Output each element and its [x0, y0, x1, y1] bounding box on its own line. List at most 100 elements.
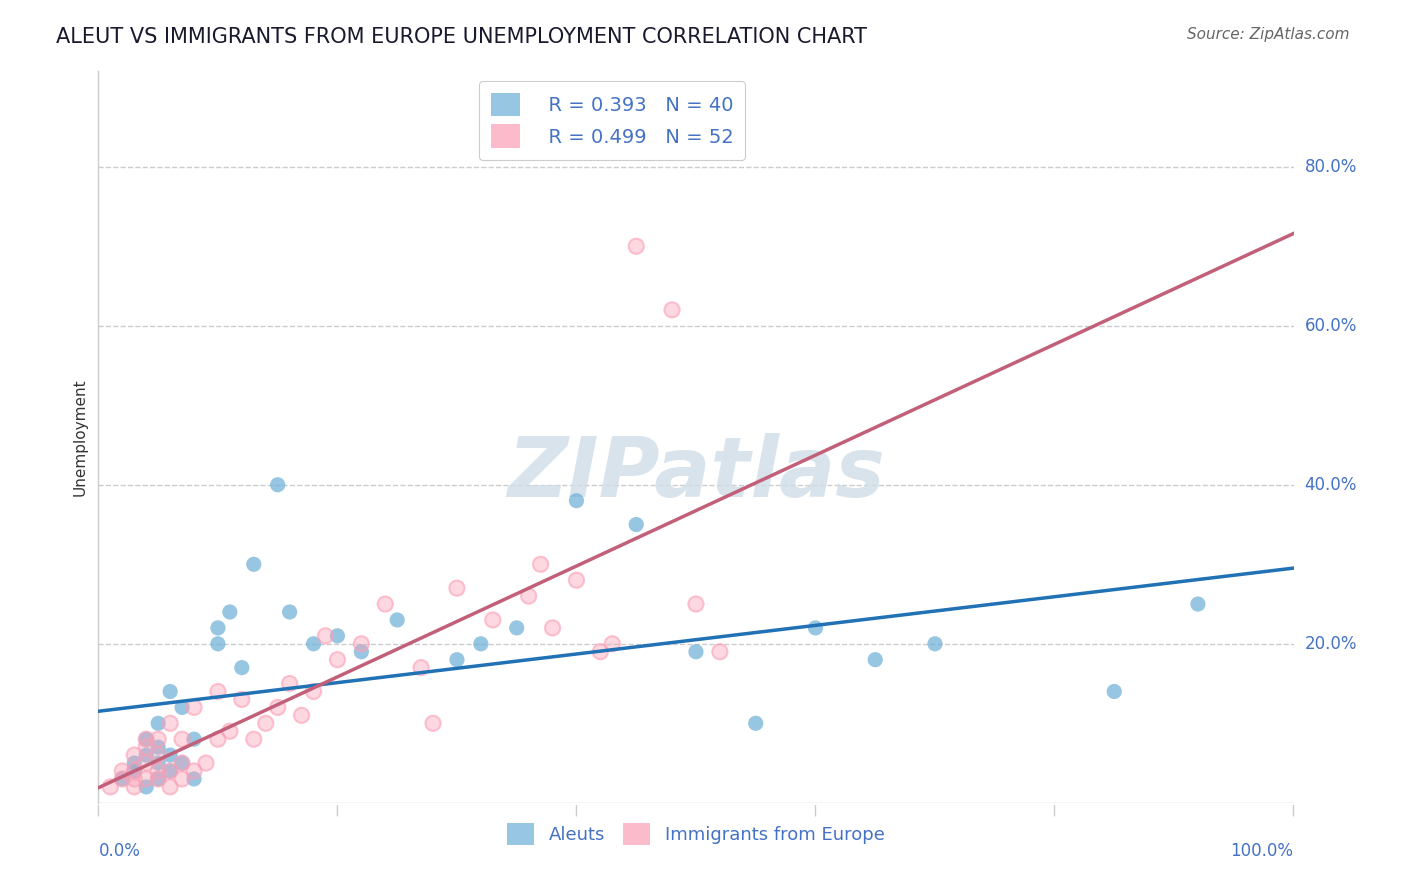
- Point: [315, 629, 337, 643]
- Point: [124, 756, 146, 770]
- Point: [804, 621, 827, 635]
- Point: [219, 605, 242, 619]
- Point: [159, 748, 181, 763]
- Point: [326, 629, 349, 643]
- Point: [291, 708, 314, 723]
- Point: [254, 716, 277, 731]
- Point: [135, 756, 157, 770]
- Point: [267, 700, 290, 714]
- Point: [148, 716, 170, 731]
- Point: [231, 660, 253, 674]
- Point: [124, 748, 146, 763]
- Point: [124, 748, 146, 763]
- Point: [172, 756, 194, 770]
- Point: [159, 780, 181, 794]
- Point: [98, 780, 122, 794]
- Point: [350, 637, 373, 651]
- Point: [159, 780, 181, 794]
- Text: 80.0%: 80.0%: [1305, 158, 1357, 176]
- Point: [278, 605, 301, 619]
- Point: [148, 732, 170, 747]
- Point: [446, 581, 468, 595]
- Point: [135, 772, 157, 786]
- Point: [207, 684, 229, 698]
- Point: [315, 629, 337, 643]
- Point: [135, 772, 157, 786]
- Point: [517, 589, 540, 603]
- Point: [148, 772, 170, 786]
- Point: [602, 637, 624, 651]
- Point: [565, 493, 588, 508]
- Text: 100.0%: 100.0%: [1230, 842, 1294, 860]
- Point: [385, 613, 409, 627]
- Point: [148, 772, 170, 786]
- Point: [183, 772, 205, 786]
- Point: [924, 637, 946, 651]
- Point: [148, 732, 170, 747]
- Text: 0.0%: 0.0%: [98, 842, 141, 860]
- Point: [291, 708, 314, 723]
- Point: [159, 764, 181, 778]
- Point: [124, 764, 146, 778]
- Point: [541, 621, 564, 635]
- Point: [111, 772, 134, 786]
- Point: [589, 645, 612, 659]
- Point: [183, 700, 205, 714]
- Legend:   R = 0.393   N = 40,   R = 0.499   N = 52: R = 0.393 N = 40, R = 0.499 N = 52: [479, 81, 745, 160]
- Point: [481, 613, 505, 627]
- Point: [148, 772, 170, 786]
- Point: [135, 756, 157, 770]
- Point: [661, 302, 683, 317]
- Point: [207, 684, 229, 698]
- Text: 20.0%: 20.0%: [1305, 635, 1357, 653]
- Point: [685, 645, 707, 659]
- Point: [124, 764, 146, 778]
- Text: 60.0%: 60.0%: [1305, 317, 1357, 334]
- Point: [172, 772, 194, 786]
- Point: [219, 724, 242, 739]
- Point: [326, 653, 349, 667]
- Point: [506, 621, 529, 635]
- Point: [98, 780, 122, 794]
- Point: [865, 653, 887, 667]
- Point: [124, 780, 146, 794]
- Point: [411, 660, 433, 674]
- Point: [207, 637, 229, 651]
- Point: [159, 716, 181, 731]
- Point: [565, 573, 588, 587]
- Point: [565, 573, 588, 587]
- Point: [243, 732, 266, 747]
- Point: [422, 716, 444, 731]
- Point: [207, 732, 229, 747]
- Point: [661, 302, 683, 317]
- Point: [148, 756, 170, 770]
- Point: [685, 597, 707, 611]
- Point: [172, 732, 194, 747]
- Point: [195, 756, 218, 770]
- Point: [446, 581, 468, 595]
- Point: [183, 764, 205, 778]
- Point: [124, 764, 146, 778]
- Point: [422, 716, 444, 731]
- Point: [626, 517, 648, 532]
- Point: [111, 764, 134, 778]
- Point: [135, 732, 157, 747]
- Point: [541, 621, 564, 635]
- Point: [111, 764, 134, 778]
- Point: [111, 772, 134, 786]
- Point: [135, 748, 157, 763]
- Point: [183, 764, 205, 778]
- Point: [124, 772, 146, 786]
- Point: [745, 716, 768, 731]
- Point: [530, 558, 553, 572]
- Point: [709, 645, 731, 659]
- Point: [135, 732, 157, 747]
- Point: [709, 645, 731, 659]
- Point: [135, 740, 157, 755]
- Text: ALEUT VS IMMIGRANTS FROM EUROPE UNEMPLOYMENT CORRELATION CHART: ALEUT VS IMMIGRANTS FROM EUROPE UNEMPLOY…: [56, 27, 868, 46]
- Text: Source: ZipAtlas.com: Source: ZipAtlas.com: [1187, 27, 1350, 42]
- Point: [159, 764, 181, 778]
- Point: [243, 558, 266, 572]
- Point: [111, 772, 134, 786]
- Point: [219, 724, 242, 739]
